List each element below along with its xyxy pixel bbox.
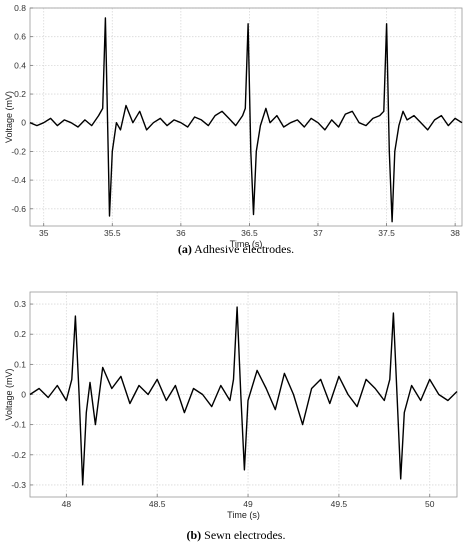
panel-b-y-tick-label: 0.3 (14, 299, 26, 309)
panel-b-x-tick-label: 48.5 (149, 499, 166, 509)
panel-a-x-tick-label: 37 (313, 228, 323, 238)
panel-a-y-axis-label: Voltage (mV) (4, 91, 14, 143)
panel-a-plot-frame (29, 7, 463, 227)
panel-a-y-tick-label: 0.4 (14, 60, 26, 70)
panel-b-chart: 48 48.5 49 49.5 50 -0.3 -0.2 -0.1 0 0.1 0.2 0.3 Time… (4, 291, 458, 542)
panel-a-x-tick-label: 38 (450, 228, 460, 238)
panel-a-x-axis-label: Time (s) (230, 239, 263, 249)
panel-a-caption-label: (a) (178, 242, 192, 256)
panel-a-x-tick-label: 37.5 (378, 228, 395, 238)
panel-b-x-tick-label: 49 (243, 499, 253, 509)
panel-a-y-tick-label: 0.6 (14, 32, 26, 42)
panel-a-y-tick-label: 0.2 (14, 89, 26, 99)
panel-a-x-tick-label: 36 (176, 228, 186, 238)
panel-a-y-tick-label: -0.6 (11, 204, 26, 214)
panel-b-y-tick-label: -0.1 (11, 420, 26, 430)
panel-a-x-tick-label: 35.5 (104, 228, 121, 238)
panel-a-chart: 35 35.5 36 36.5 37 37.5 38 -0.6 -0.4 -0.2 0 0.2 0.4 0… (4, 3, 463, 256)
panel-b-x-tick-label: 49.5 (331, 499, 348, 509)
panel-a-y-tick-label: -0.4 (11, 175, 26, 185)
panel-a-x-tick-label: 36.5 (241, 228, 258, 238)
panel-a-y-tick-label: -0.2 (11, 146, 26, 156)
panel-a-series-line (29, 17, 463, 223)
panel-b-y-tick-label: -0.2 (11, 450, 26, 460)
panel-a-y-tick-label: 0 (21, 118, 26, 128)
panel-a-caption-text: Adhesive electrodes. (192, 242, 294, 256)
panel-b-y-tick-label: 0.2 (14, 329, 26, 339)
panel-a-x-tick-label: 35 (39, 228, 49, 238)
panel-b-y-tick-label: 0 (21, 390, 26, 400)
panel-b-caption-label: (b) (187, 528, 202, 542)
panel-b-y-tick-label: 0.1 (14, 359, 26, 369)
panel-b-y-tick-label: -0.3 (11, 480, 26, 490)
panel-b-x-axis-label: Time (s) (227, 510, 260, 520)
panel-b-caption: (b) Sewn electrodes. (187, 528, 286, 542)
panel-b-caption-text: Sewn electrodes. (201, 528, 285, 542)
panel-a-caption: (a) Adhesive electrodes. (178, 242, 294, 256)
panel-b-series-line (29, 306, 458, 486)
panel-a-y-tick-label: 0.8 (14, 3, 26, 13)
panel-b-x-tick-label: 48 (62, 499, 72, 509)
panel-b-y-axis-label: Voltage (mV) (4, 368, 14, 420)
panel-b-x-tick-label: 50 (425, 499, 435, 509)
